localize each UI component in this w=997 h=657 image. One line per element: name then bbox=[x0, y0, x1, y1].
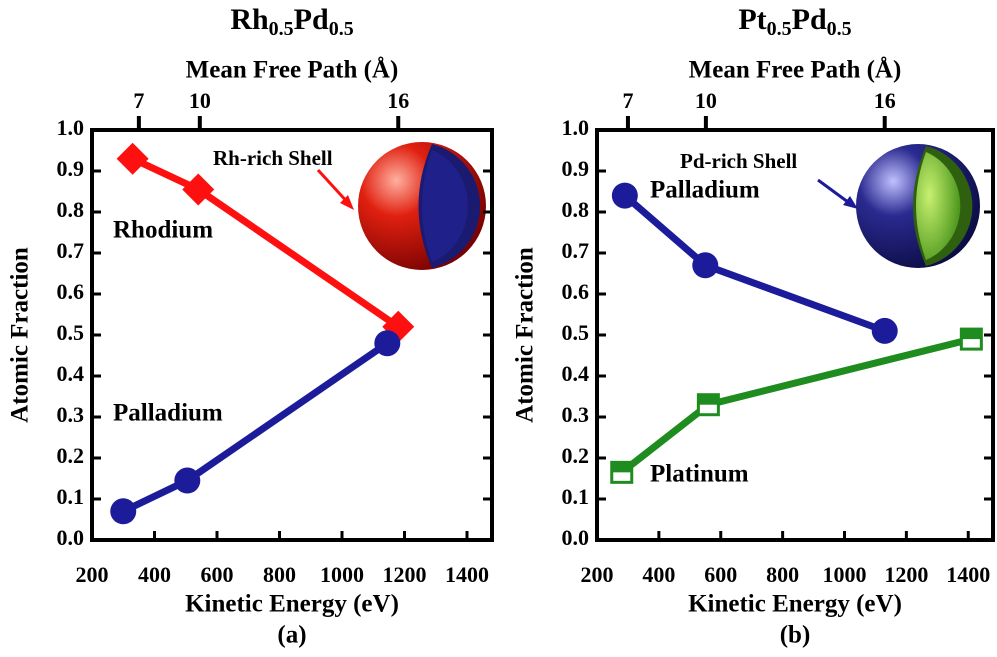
caption: (a) bbox=[277, 622, 306, 649]
marker bbox=[182, 173, 215, 206]
y-tick-label: 0.0 bbox=[57, 525, 85, 550]
title-subscript: 0.5 bbox=[329, 18, 354, 40]
x2-tick-label: 16 bbox=[387, 88, 409, 113]
x-tick-label: 800 bbox=[766, 562, 799, 587]
title-part: Pd bbox=[294, 3, 329, 36]
x-tick-label: 600 bbox=[704, 562, 737, 587]
y-tick-label: 0.8 bbox=[57, 197, 85, 222]
x2-tick-label: 10 bbox=[189, 88, 211, 113]
series-line bbox=[622, 192, 886, 335]
x-tick-label: 1000 bbox=[823, 562, 867, 587]
title-subscript: 0.5 bbox=[269, 18, 294, 40]
y-tick-label: 0.6 bbox=[562, 279, 590, 304]
chart-title: Rh0.5Pd0.5 bbox=[230, 3, 353, 40]
y-tick-label: 0.7 bbox=[562, 238, 590, 263]
y-tick-label: 0.4 bbox=[57, 361, 85, 386]
marker-half bbox=[698, 394, 719, 405]
x2-tick-label: 16 bbox=[874, 88, 896, 113]
x2-tick-label: 10 bbox=[695, 88, 717, 113]
marker bbox=[959, 327, 983, 351]
marker bbox=[110, 498, 137, 525]
marker bbox=[374, 330, 401, 357]
y-tick-label: 0.3 bbox=[562, 402, 590, 427]
x-tick-label: 1200 bbox=[383, 562, 427, 587]
y-tick-label: 0.9 bbox=[562, 156, 590, 181]
x2-axis-label: Mean Free Path (Å) bbox=[186, 56, 399, 84]
x-tick-label: 1400 bbox=[445, 562, 489, 587]
pd-shell-sphere bbox=[856, 144, 980, 268]
x-axis-label: Kinetic Energy (eV) bbox=[688, 591, 902, 618]
series-label: Platinum bbox=[650, 461, 749, 488]
x2-axis-label: Mean Free Path (Å) bbox=[689, 56, 902, 84]
title-part: Pt bbox=[738, 3, 766, 36]
y-tick-label: 0.3 bbox=[57, 402, 85, 427]
series-label: Rhodium bbox=[113, 217, 213, 244]
arrow-head bbox=[843, 196, 858, 209]
y-tick-label: 0.2 bbox=[57, 443, 85, 468]
x-tick-label: 1200 bbox=[884, 562, 928, 587]
x-tick-label: 200 bbox=[76, 562, 109, 587]
y-tick-label: 0.7 bbox=[57, 238, 85, 263]
series-label: Palladium bbox=[113, 400, 223, 427]
y-axis-label: Atomic Fraction bbox=[7, 247, 34, 423]
marker bbox=[174, 467, 201, 494]
x-axis-label: Kinetic Energy (eV) bbox=[185, 591, 399, 618]
marker-half bbox=[961, 329, 982, 340]
y-tick-label: 0.9 bbox=[57, 156, 85, 181]
y-tick-label: 1.0 bbox=[562, 115, 590, 140]
series-line bbox=[619, 335, 973, 476]
marker bbox=[116, 142, 149, 175]
marker bbox=[871, 317, 898, 344]
marker bbox=[692, 252, 719, 279]
marker bbox=[696, 393, 720, 417]
y-tick-label: 0.4 bbox=[562, 361, 590, 386]
x2-tick-label: 7 bbox=[622, 88, 633, 113]
x-tick-label: 400 bbox=[138, 562, 171, 587]
x-tick-label: 1000 bbox=[320, 562, 364, 587]
marker-half bbox=[611, 462, 632, 473]
y-tick-label: 0.5 bbox=[57, 320, 85, 345]
x-tick-label: 800 bbox=[263, 562, 296, 587]
title-subscript: 0.5 bbox=[767, 18, 792, 40]
y-tick-label: 0.5 bbox=[562, 320, 590, 345]
y-tick-label: 0.2 bbox=[562, 443, 590, 468]
rh-shell-sphere bbox=[358, 142, 486, 270]
y-tick-label: 1.0 bbox=[57, 115, 85, 140]
annotation: Pd-rich Shell bbox=[680, 149, 797, 173]
y-tick-label: 0.8 bbox=[562, 197, 590, 222]
y-tick-label: 0.0 bbox=[562, 525, 590, 550]
x-tick-label: 400 bbox=[642, 562, 675, 587]
x-tick-label: 600 bbox=[201, 562, 234, 587]
y-axis-label: Atomic Fraction bbox=[512, 247, 539, 423]
title-part: Pd bbox=[792, 3, 827, 36]
y-tick-label: 0.1 bbox=[57, 484, 85, 509]
chart-title: Pt0.5Pd0.5 bbox=[738, 3, 851, 40]
marker bbox=[610, 460, 634, 484]
y-tick-label: 0.6 bbox=[57, 279, 85, 304]
series-label: Palladium bbox=[650, 177, 760, 204]
marker bbox=[611, 182, 638, 209]
arrow-head bbox=[340, 195, 354, 210]
caption: (b) bbox=[780, 622, 811, 649]
x-tick-label: 1400 bbox=[946, 562, 990, 587]
title-subscript: 0.5 bbox=[827, 18, 852, 40]
y-tick-label: 0.1 bbox=[562, 484, 590, 509]
annotation: Rh-rich Shell bbox=[213, 146, 333, 170]
series-line bbox=[121, 340, 390, 515]
x-tick-label: 200 bbox=[581, 562, 614, 587]
title-part: Rh bbox=[230, 3, 269, 36]
x2-tick-label: 7 bbox=[133, 88, 144, 113]
